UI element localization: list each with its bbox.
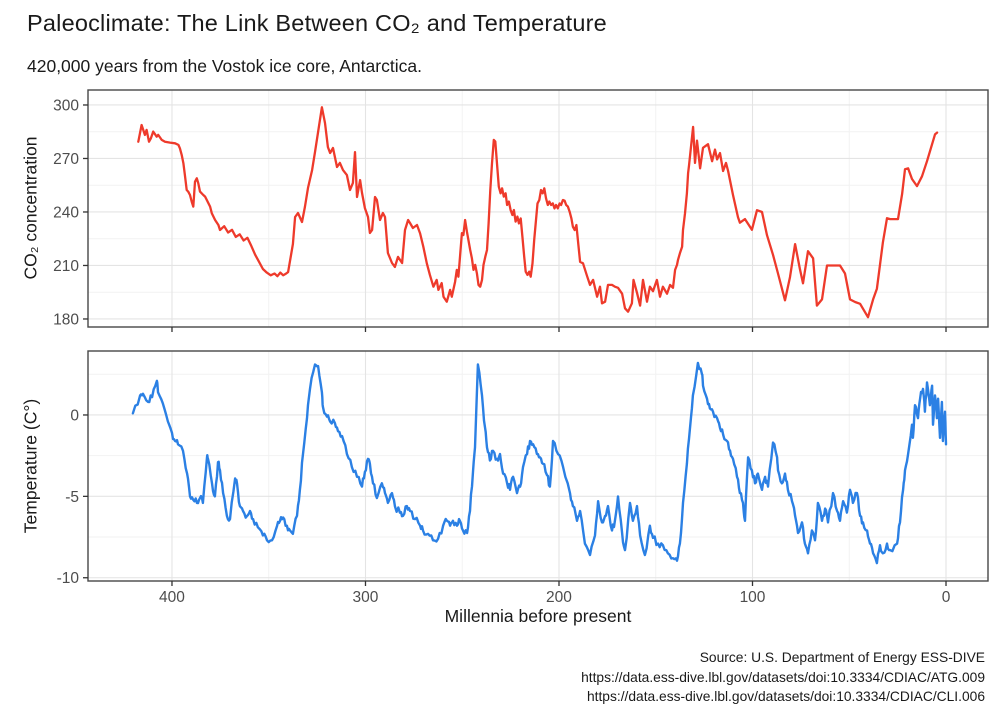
- chart-subtitle: 420,000 years from the Vostok ice core, …: [27, 56, 422, 76]
- source-caption: Source: U.S. Department of Energy ESS-DI…: [581, 648, 985, 707]
- caption-line-url-atg: https://data.ess-dive.lbl.gov/datasets/d…: [581, 669, 985, 685]
- y-tick-label-temperature: -5: [65, 489, 79, 506]
- chart-title: Paleoclimate: The Link Between CO₂ and T…: [27, 10, 607, 36]
- y-axis-title-co2: CO₂ concentration: [20, 136, 41, 280]
- x-tick-label: 300: [353, 589, 379, 606]
- panel-background-temperature: [88, 351, 988, 581]
- temperature-series-line: [131, 361, 948, 565]
- y-axis-title-temperature: Temperature (C°): [20, 398, 41, 534]
- panel-border-temperature: [87, 350, 989, 582]
- y-tick-label-co2: 270: [53, 151, 79, 168]
- y-tick-label-co2: 300: [53, 97, 79, 114]
- co2-series-line: [137, 106, 939, 319]
- x-tick-label: 200: [546, 589, 572, 606]
- panel-border-co2: [87, 89, 989, 328]
- y-tick-label-co2: 210: [53, 258, 79, 275]
- y-tick-label-co2: 240: [53, 204, 79, 221]
- x-axis-title: Millennia before present: [444, 606, 632, 626]
- x-tick-label: 100: [740, 589, 766, 606]
- x-tick-label: 400: [159, 589, 185, 606]
- y-tick-label-temperature: -10: [57, 570, 80, 587]
- caption-line-source: Source: U.S. Department of Energy ESS-DI…: [699, 650, 985, 665]
- y-tick-label-co2: 180: [53, 311, 79, 328]
- caption-line-url-cli: https://data.ess-dive.lbl.gov/datasets/d…: [586, 689, 985, 704]
- x-tick-label: 0: [942, 589, 951, 606]
- y-tick-label-temperature: 0: [70, 407, 79, 424]
